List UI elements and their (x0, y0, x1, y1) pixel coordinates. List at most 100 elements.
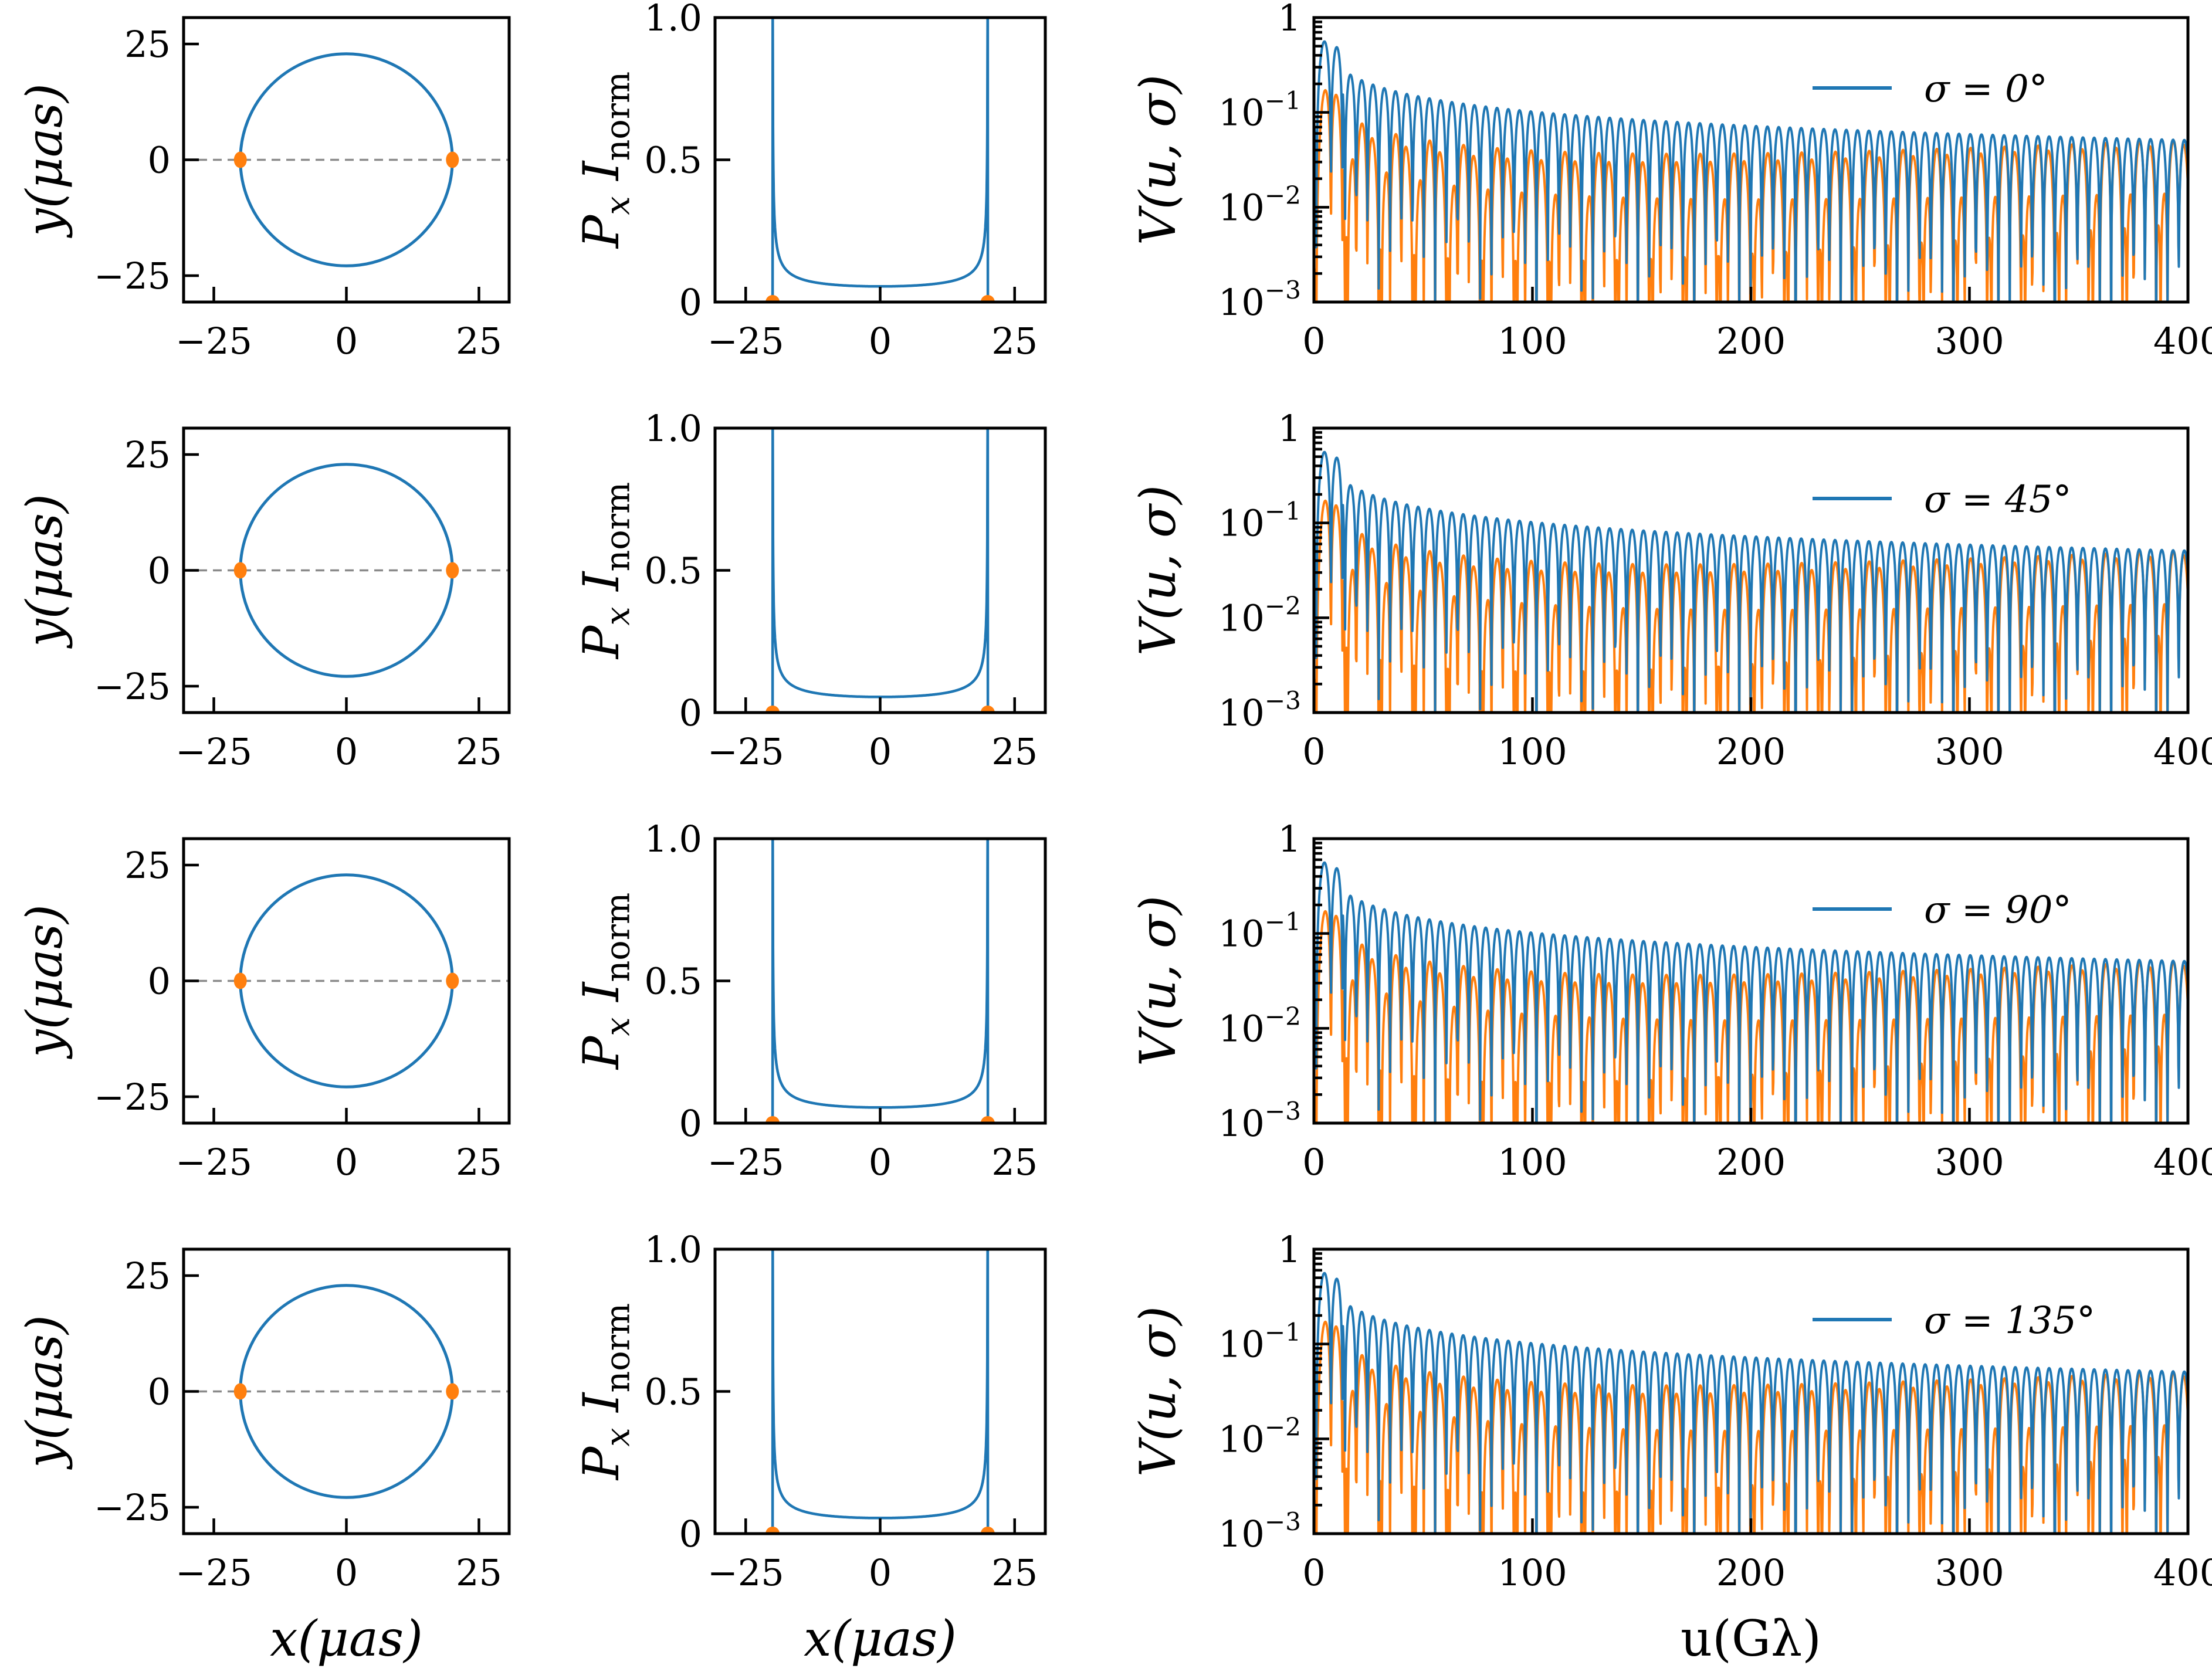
visibility-clip-group (1314, 450, 2188, 713)
x-tick-label: 300 (1935, 1141, 2004, 1184)
visibility-panel-row3: 0 100 200 300 400 1 10−1 10−2 10−3 V(u, σ) σ = 90° (1129, 818, 2212, 1184)
panel-frame (1312, 1247, 2190, 1535)
y-tick-label: 0 (148, 1371, 171, 1413)
x-tick-label: 100 (1498, 730, 1567, 773)
x-tick-label: 0 (1302, 320, 1325, 362)
y-tick-label: 10−3 (1218, 1097, 1301, 1145)
x-tick-label: 25 (456, 320, 502, 362)
x-axis-title-profile: x(μas) (804, 1610, 957, 1667)
hotspot-marker-left (233, 562, 247, 579)
x-tick-label: 0 (335, 320, 358, 362)
x-tick-label: −25 (707, 730, 784, 773)
x-tick-label: 400 (2153, 1141, 2212, 1184)
intensity-profile-curve (715, 18, 1045, 302)
y-axis-title-profile: Px Inorm (573, 72, 637, 249)
y-tick-label: 10−1 (1218, 497, 1301, 545)
x-tick-label: 0 (335, 1551, 358, 1594)
x-tick-label: 0 (1302, 1551, 1325, 1594)
y-tick-label: 0.5 (644, 1371, 702, 1413)
intensity-profile-curve (715, 1249, 1045, 1534)
x-tick-label: 25 (991, 320, 1038, 362)
x-tick-label: −25 (707, 1551, 784, 1594)
y-axis-title-visibility: V(u, σ) (1129, 896, 1187, 1066)
hotspot-marker-right (980, 1527, 995, 1534)
visibility-panel-row1: 0 100 200 300 400 1 10−1 10−2 10−3 V(u, σ) σ = 0° (1129, 0, 2212, 362)
visibility-curve-total (1314, 1271, 2188, 1534)
x-tick-label: 200 (1716, 730, 1786, 773)
hotspot-marker-right (446, 562, 459, 579)
visibility-panel-row2: 0 100 200 300 400 1 10−1 10−2 10−3 V(u, σ) σ = 45° (1129, 407, 2212, 773)
bottom-axis-titles: x(μas) x(μas) u(Gλ) (270, 1610, 1821, 1667)
y-tick-label: 0 (679, 281, 702, 324)
y-tick-label: 25 (124, 844, 171, 887)
y-axis-title-profile: Px Inorm (573, 482, 637, 660)
hotspot-marker-right (980, 706, 995, 713)
hotspot-marker-left (233, 972, 247, 989)
x-tick-label: 0 (335, 1141, 358, 1184)
x-tick-label: 25 (991, 730, 1038, 773)
y-tick-label: 10−3 (1218, 686, 1301, 734)
y-tick-label: 1.0 (644, 1228, 702, 1271)
x-tick-label: 400 (2153, 730, 2212, 773)
visibility-clip-group (1314, 40, 2188, 302)
legend-label: σ = 135° (1924, 1299, 2095, 1342)
x-tick-label: −25 (175, 1551, 252, 1594)
hotspot-marker-left (765, 295, 780, 302)
y-axis-title-ring: y(μas) (16, 494, 73, 649)
x-tick-label: 0 (1302, 1141, 1325, 1184)
y-tick-label: 10−1 (1218, 86, 1301, 134)
x-tick-label: 100 (1498, 1141, 1567, 1184)
visibility-curve-total (1314, 40, 2188, 302)
x-tick-label: 100 (1498, 320, 1567, 362)
y-tick-label: −25 (94, 665, 171, 708)
y-tick-label: 0.5 (644, 960, 702, 1003)
ring-panel-row2: −25 0 25 25 0 −25 y(μas) (16, 426, 511, 773)
y-tick-label: 25 (124, 1254, 171, 1297)
y-axis-title-ring: y(μas) (16, 1315, 73, 1470)
profile-clip-group (715, 18, 1045, 302)
y-tick-label: 10−2 (1218, 1412, 1301, 1460)
y-tick-label: 0 (679, 1102, 702, 1145)
x-tick-label: 400 (2153, 320, 2212, 362)
hotspot-marker-right (446, 1383, 459, 1400)
legend-label: σ = 90° (1924, 889, 2071, 932)
x-tick-label: 25 (456, 1551, 502, 1594)
y-tick-label: −25 (94, 1076, 171, 1118)
panel-frame (1312, 426, 2190, 714)
x-tick-label: 25 (991, 1141, 1038, 1184)
y-tick-label: 0 (148, 139, 171, 182)
y-tick-label: 1 (1278, 1228, 1301, 1271)
profile-clip-group (715, 839, 1045, 1123)
hotspot-marker-left (765, 1527, 780, 1534)
profile-clip-group (715, 428, 1045, 713)
x-tick-label: 25 (991, 1551, 1038, 1594)
panel-frame (1312, 16, 2190, 304)
y-tick-label: 10−2 (1218, 1002, 1301, 1050)
y-axis-title-visibility: V(u, σ) (1129, 485, 1187, 656)
x-tick-label: 25 (456, 1141, 502, 1184)
y-axis-title-ring: y(μas) (16, 904, 73, 1060)
y-axis-title-visibility: V(u, σ) (1129, 1306, 1187, 1477)
y-tick-label: 10−1 (1218, 1318, 1301, 1366)
legend-row4: σ = 135° (1813, 1299, 2095, 1342)
x-tick-label: 0 (335, 730, 358, 773)
ring-panel-row3: −25 0 25 25 0 −25 y(μas) (16, 837, 511, 1184)
x-tick-label: 200 (1716, 1141, 1786, 1184)
x-tick-label: −25 (175, 320, 252, 362)
visibility-clip-group (1314, 1271, 2188, 1534)
y-tick-label: 1.0 (644, 407, 702, 450)
y-tick-label: 10−2 (1218, 591, 1301, 639)
panel-frame (182, 16, 511, 304)
x-tick-label: −25 (707, 1141, 784, 1184)
visibility-curve-total (1314, 450, 2188, 713)
hotspot-marker-right (980, 1116, 995, 1123)
visibility-panel-row4: 0 100 200 300 400 1 10−1 10−2 10−3 V(u, σ) σ = 135… (1129, 1228, 2212, 1594)
x-tick-label: 300 (1935, 730, 2004, 773)
legend-row3: σ = 90° (1813, 889, 2071, 932)
